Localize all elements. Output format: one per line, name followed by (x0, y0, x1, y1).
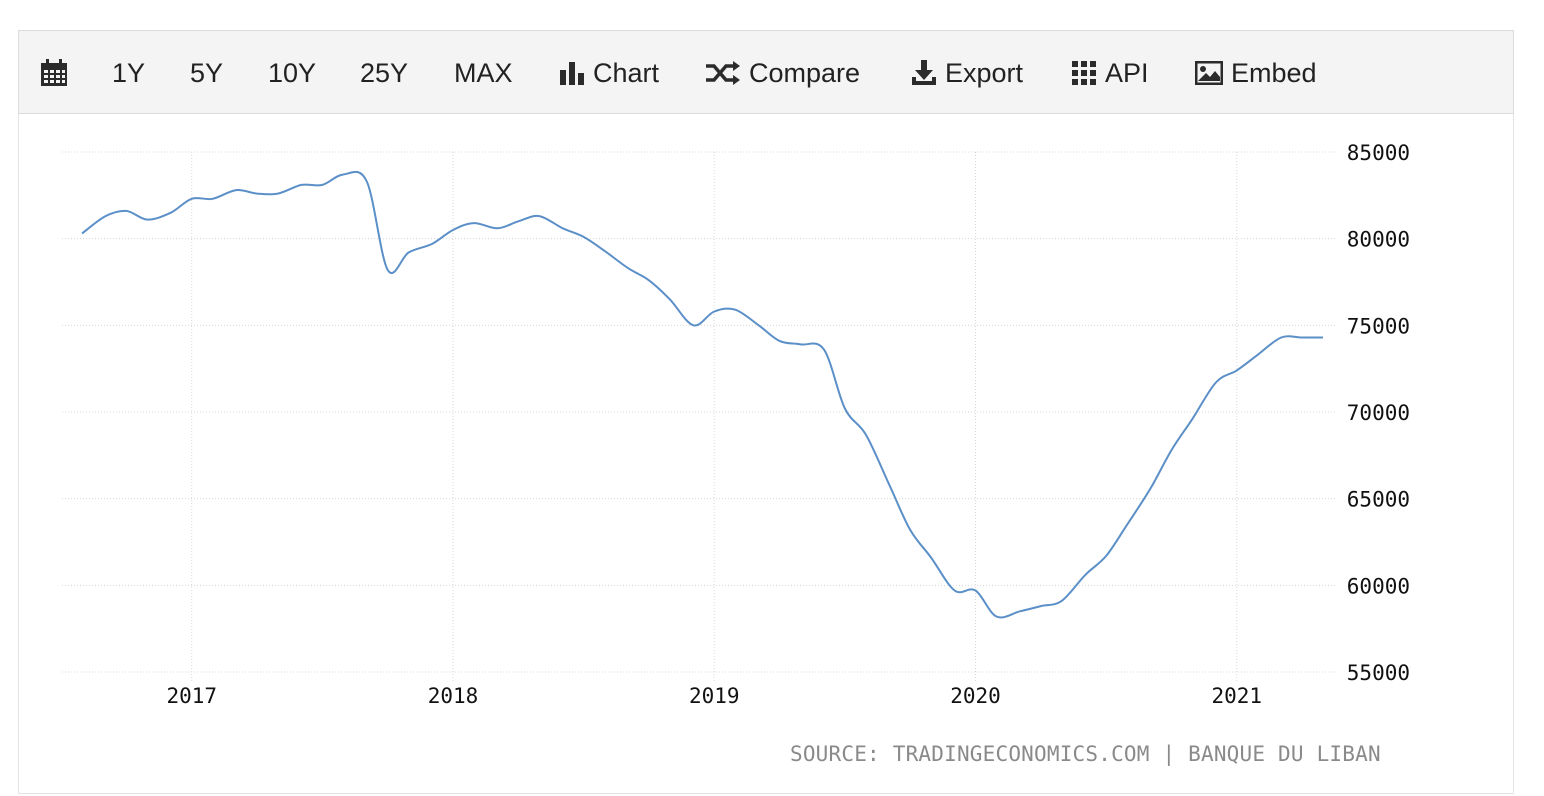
x-tick-label: 2018 (428, 684, 479, 708)
chart-grid (62, 151, 1336, 682)
range-max-button[interactable]: MAX (454, 57, 513, 88)
y-tick-label: 60000 (1347, 574, 1410, 598)
x-tick-label: 2020 (950, 684, 1001, 708)
shuffle-icon (705, 61, 741, 85)
range-10y-button[interactable]: 10Y (268, 57, 317, 88)
range-5y-button[interactable]: 5Y (190, 57, 224, 88)
chart-button[interactable]: Chart (559, 31, 659, 115)
y-tick-label: 80000 (1347, 228, 1410, 252)
compare-button[interactable]: Compare (705, 31, 860, 115)
compare-button-label: Compare (749, 57, 861, 88)
y-tick-label: 70000 (1347, 401, 1410, 425)
y-axis-ticks: 55000 60000 65000 70000 75000 80000 85000 (1347, 141, 1410, 685)
api-button-label: API (1105, 57, 1149, 88)
source-credit: SOURCE: TRADINGECONOMICS.COM | BANQUE DU… (790, 742, 1381, 766)
download-icon (911, 60, 937, 86)
chart-toolbar: 1Y 5Y 10Y 25Y MAX Chart Compare (18, 30, 1514, 114)
calendar-button[interactable] (40, 31, 76, 115)
y-tick-label: 75000 (1347, 314, 1410, 338)
chart-frame (18, 30, 1514, 794)
x-tick-label: 2019 (689, 684, 740, 708)
range-1y-button[interactable]: 1Y (112, 57, 146, 88)
grid-icon (1071, 60, 1097, 86)
x-axis-ticks: 2017 2018 2019 2020 2021 (166, 684, 1262, 708)
y-tick-label: 85000 (1347, 141, 1410, 165)
series-line (81, 170, 1323, 619)
bar-chart-icon (559, 60, 585, 86)
export-button[interactable]: Export (911, 31, 1023, 115)
x-tick-label: 2021 (1211, 684, 1262, 708)
image-icon (1195, 61, 1223, 85)
y-tick-label: 55000 (1347, 661, 1410, 685)
export-button-label: Export (945, 57, 1024, 88)
range-25y-button[interactable]: 25Y (360, 57, 409, 88)
y-tick-label: 65000 (1347, 488, 1410, 512)
embed-button[interactable]: Embed (1195, 31, 1317, 115)
api-button[interactable]: API (1071, 31, 1149, 115)
x-tick-label: 2017 (166, 684, 217, 708)
calendar-icon (40, 59, 68, 87)
chart-button-label: Chart (593, 57, 660, 88)
embed-button-label: Embed (1231, 57, 1317, 88)
